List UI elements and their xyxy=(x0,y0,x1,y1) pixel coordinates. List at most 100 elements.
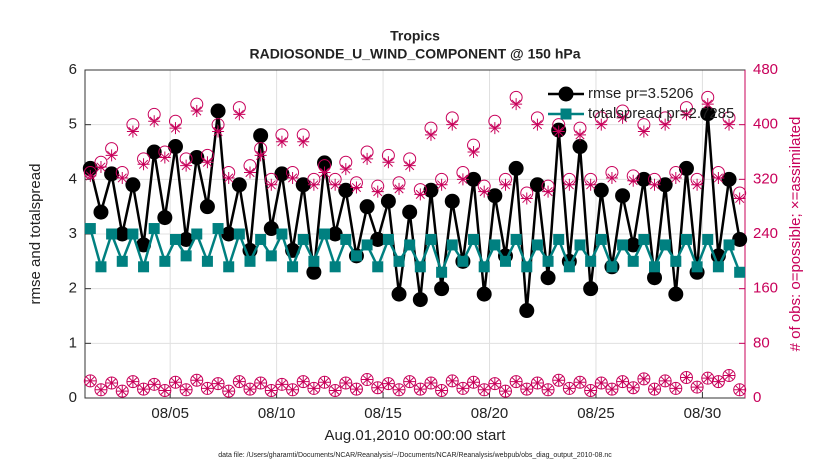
x-tick-label: 08/15 xyxy=(364,405,402,422)
marker xyxy=(712,375,725,388)
marker xyxy=(414,188,427,201)
y2-tick-label: 320 xyxy=(753,170,778,187)
marker xyxy=(499,385,512,398)
marker xyxy=(593,182,609,198)
marker xyxy=(180,159,193,172)
marker xyxy=(702,233,714,245)
marker xyxy=(733,192,746,205)
marker xyxy=(583,281,599,297)
marker xyxy=(542,255,554,267)
marker xyxy=(404,239,416,251)
legend-marker xyxy=(560,108,572,120)
marker xyxy=(148,115,161,128)
y-tick-label: 4 xyxy=(69,170,77,187)
marker xyxy=(391,286,407,302)
marker xyxy=(201,382,214,395)
y-tick-label: 1 xyxy=(69,334,77,351)
marker xyxy=(627,174,640,187)
marker xyxy=(456,173,469,186)
marker xyxy=(254,376,267,389)
marker xyxy=(456,382,469,395)
y-tick-label: 3 xyxy=(69,225,77,242)
y2-tick-label: 80 xyxy=(753,334,770,351)
marker xyxy=(712,171,725,184)
marker xyxy=(221,226,237,242)
marker xyxy=(233,228,245,240)
marker xyxy=(468,233,480,245)
marker xyxy=(380,193,396,209)
marker xyxy=(414,261,426,273)
marker xyxy=(244,166,256,179)
marker xyxy=(414,383,427,396)
marker xyxy=(467,376,480,389)
marker xyxy=(105,149,118,162)
marker xyxy=(93,204,109,220)
marker xyxy=(553,233,565,245)
y-tick-label: 5 xyxy=(69,116,77,133)
marker xyxy=(520,383,533,396)
marker xyxy=(201,156,214,169)
marker xyxy=(446,239,458,251)
marker xyxy=(253,128,269,144)
marker xyxy=(734,266,746,278)
marker xyxy=(476,286,492,302)
marker xyxy=(669,171,682,184)
marker xyxy=(478,383,491,396)
marker xyxy=(616,111,629,124)
marker xyxy=(190,105,203,117)
marker xyxy=(552,125,565,138)
marker xyxy=(180,250,192,262)
marker xyxy=(574,128,586,141)
marker xyxy=(359,199,375,215)
marker xyxy=(649,261,661,273)
marker xyxy=(680,371,693,384)
y-tick-label: 0 xyxy=(69,389,77,406)
marker xyxy=(361,152,374,165)
marker xyxy=(574,376,586,389)
marker xyxy=(542,185,555,198)
marker xyxy=(127,228,139,240)
marker xyxy=(595,118,608,131)
marker xyxy=(329,261,341,273)
marker xyxy=(595,376,608,389)
marker xyxy=(627,381,640,394)
marker xyxy=(487,188,503,204)
marker xyxy=(372,261,384,273)
marker xyxy=(307,382,320,395)
marker xyxy=(199,199,215,215)
marker xyxy=(189,149,205,165)
marker xyxy=(723,118,736,131)
x-tick-label: 08/30 xyxy=(684,405,722,422)
marker xyxy=(361,373,374,386)
marker xyxy=(542,383,555,396)
marker xyxy=(210,103,226,119)
marker xyxy=(627,255,639,267)
marker xyxy=(412,292,428,308)
marker xyxy=(574,239,586,251)
marker xyxy=(508,160,524,176)
marker xyxy=(616,375,629,388)
marker xyxy=(318,376,331,389)
x-axis-label: Aug.01,2010 00:00:00 start xyxy=(325,427,507,444)
marker xyxy=(382,156,395,169)
marker xyxy=(361,239,373,251)
legend-label: totalspread pr=2.7285 xyxy=(588,105,734,122)
marker xyxy=(606,261,618,273)
marker xyxy=(605,171,618,184)
marker xyxy=(212,377,225,390)
marker xyxy=(169,122,182,135)
marker xyxy=(148,378,161,391)
marker xyxy=(329,178,342,191)
marker xyxy=(297,135,310,148)
legend-label: rmse pr=3.5206 xyxy=(588,85,693,102)
y-tick-label: 6 xyxy=(69,61,77,78)
marker xyxy=(371,381,384,394)
x-tick-label: 08/10 xyxy=(258,405,296,422)
marker xyxy=(478,185,491,198)
y-tick-label: 2 xyxy=(69,280,77,297)
y2-tick-label: 480 xyxy=(753,61,778,78)
marker xyxy=(308,255,320,267)
marker xyxy=(529,177,545,193)
marker xyxy=(263,221,279,237)
